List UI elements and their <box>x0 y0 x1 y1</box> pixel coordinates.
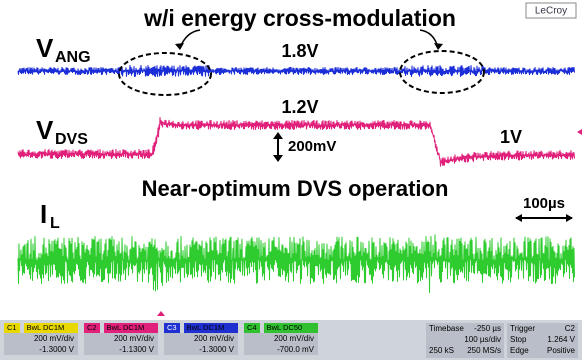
channel-offset: -700.0 mV <box>244 344 318 355</box>
label-main: I <box>40 199 47 229</box>
channel-header: C3 BwL DC1M <box>164 323 238 333</box>
channel-scale: 200 mV/div <box>164 333 238 344</box>
timebase-field: 250 kS <box>429 345 454 356</box>
trigger-field: 1.264 V <box>547 334 575 345</box>
timebase-row: Timebase -250 µs <box>426 323 504 334</box>
arrowhead <box>434 43 443 50</box>
channel-name: C2 <box>84 323 100 333</box>
channel-scale: 200 mV/div <box>4 333 78 344</box>
trigger-box: Trigger C2 Stop 1.264 V Edge Positive <box>507 323 578 358</box>
scope-screen: LeCroy w/i energy cross-modulation V ANG… <box>0 0 582 360</box>
arrow <box>180 30 200 48</box>
trigger-field: Stop <box>510 334 526 345</box>
annotation: 1.2V <box>281 97 318 117</box>
channel-scale: 200 mV/div <box>84 333 158 344</box>
trigger-row: Edge Positive <box>507 345 578 356</box>
timebase-field: 100 µs/div <box>464 334 501 345</box>
arrowhead <box>175 43 184 50</box>
label-main: V <box>36 115 54 145</box>
timebase-field: 250 MS/s <box>467 345 501 356</box>
channel-offset: -1.1300 V <box>84 344 158 355</box>
annotation: 1V <box>500 127 522 147</box>
channel-header: C2 BwL DC1M <box>84 323 158 333</box>
channel-name: C4 <box>244 323 260 333</box>
trigger-row: Trigger C2 <box>507 323 578 334</box>
il-trace <box>18 234 575 293</box>
channel-header: C4 BwL DC50 <box>244 323 318 333</box>
trigger-row: Stop 1.264 V <box>507 334 578 345</box>
channel-offset: -1.3000 V <box>164 344 238 355</box>
trigger-marker <box>157 311 165 316</box>
channel-coupling: BwL DC1M <box>104 323 158 333</box>
channel-coupling: BwL DC50 <box>264 323 318 333</box>
c2-marker <box>577 129 582 135</box>
label-main: V <box>36 33 54 63</box>
annotation: 100µs <box>523 195 565 212</box>
timebase-field: Timebase <box>429 323 464 334</box>
channel-name: C3 <box>164 323 180 333</box>
channel-name: C1 <box>4 323 20 333</box>
waveform-area: LeCroy w/i energy cross-modulation V ANG… <box>0 0 582 320</box>
label-sub: DVS <box>55 131 88 148</box>
title: w/i energy cross-modulation <box>143 5 456 31</box>
annotation: Near-optimum DVS operation <box>142 176 449 201</box>
timebase-row: 250 kS 250 MS/s <box>426 345 504 356</box>
label-sub: ANG <box>55 49 91 66</box>
channel-scale: 200 mV/div <box>244 333 318 344</box>
trigger-field: Edge <box>510 345 529 356</box>
annotation: 200mV <box>288 138 336 155</box>
label-sub: L <box>50 215 60 232</box>
channel-offset: -1.3000 V <box>4 344 78 355</box>
trigger-field: Trigger <box>510 323 535 334</box>
vang-trace <box>18 65 575 77</box>
trigger-field: C2 <box>565 323 575 334</box>
brand: LeCroy <box>535 6 567 17</box>
channel-coupling: BwL DC1M <box>184 323 238 333</box>
channel-coupling: BwL DC1M <box>24 323 78 333</box>
trigger-field: Positive <box>547 345 575 356</box>
timebase-row: 100 µs/div <box>426 334 504 345</box>
annotation: 1.8V <box>281 41 318 61</box>
timebase-field: -250 µs <box>474 323 501 334</box>
arrow <box>420 30 438 48</box>
channel-header: C1 BwL DC1M <box>4 323 78 333</box>
